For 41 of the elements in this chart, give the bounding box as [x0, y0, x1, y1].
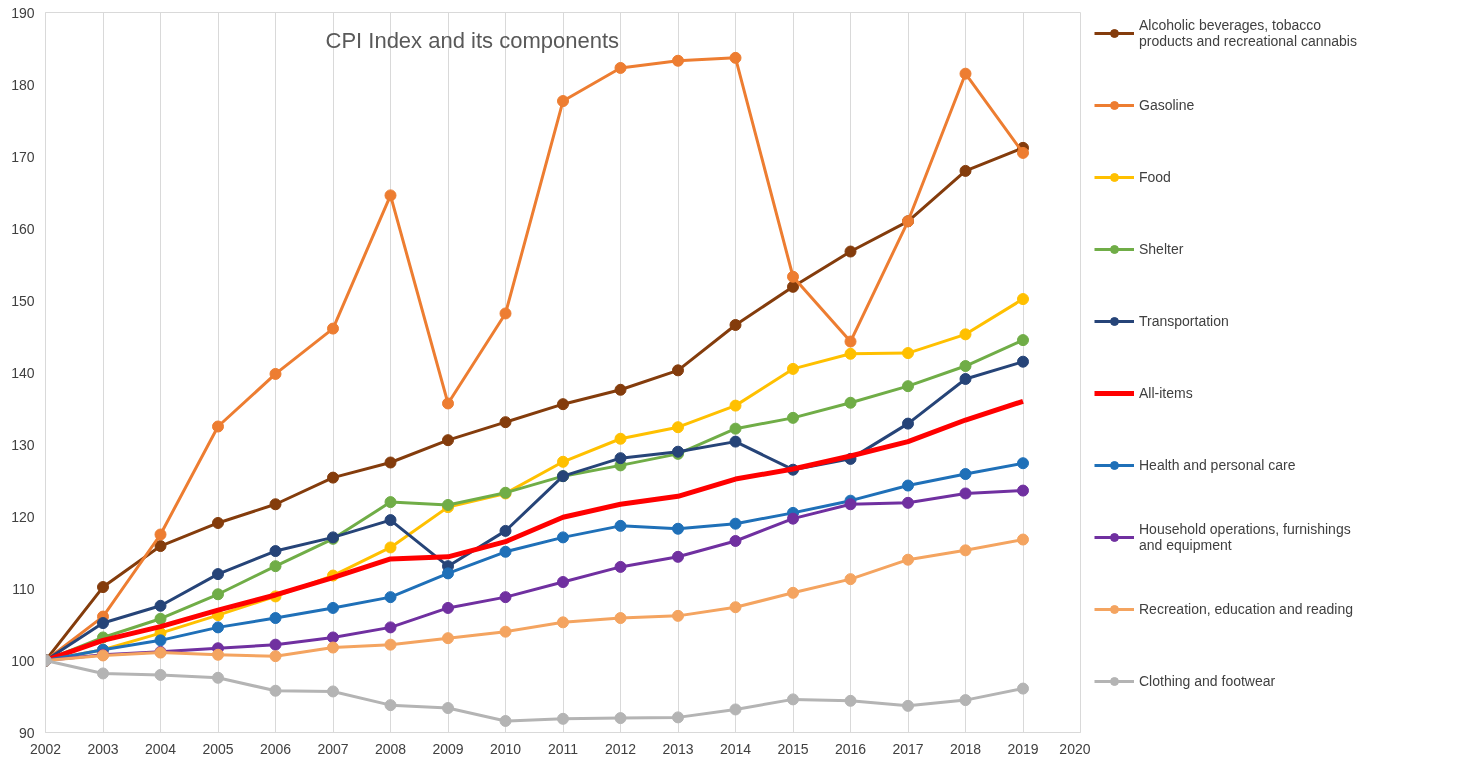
y-tick-label: 100 [11, 652, 35, 669]
legend-label: Clothing and footwear [1139, 672, 1276, 691]
x-tick-label: 2020 [1059, 740, 1091, 757]
x-tick-label: 2017 [892, 740, 924, 757]
x-tick-label: 2018 [949, 740, 982, 757]
x-tick-label: 2011 [547, 740, 579, 757]
legend-label: Transportation [1139, 312, 1229, 331]
legend-label: Household operations, furnishings and equipment [1139, 520, 1351, 554]
y-tick-label: 180 [11, 76, 35, 93]
x-tick-label: 2004 [144, 740, 177, 757]
x-tick-label: 2012 [604, 740, 637, 757]
legend-label: Health and personal care [1139, 456, 1296, 475]
y-tick-label: 190 [11, 4, 35, 21]
x-tick-label: 2009 [432, 740, 464, 757]
x-tick-label: 2002 [29, 740, 62, 757]
y-tick-label: 140 [11, 364, 35, 381]
x-tick-label: 2014 [719, 740, 752, 757]
legend-label: All-items [1139, 384, 1193, 403]
x-tick-label: 2019 [1007, 740, 1039, 757]
y-tick-label: 130 [11, 436, 35, 453]
y-tick-label: 160 [11, 220, 35, 237]
legend-label: Alcoholic beverages, tobacco products and recreational cannabis [1139, 16, 1357, 50]
x-tick-label: 2016 [834, 740, 867, 757]
y-tick-label: 120 [11, 508, 35, 525]
legend-label: Food [1139, 168, 1171, 187]
legend-label: Gasoline [1139, 96, 1195, 115]
x-tick-label: 2008 [374, 740, 407, 757]
x-tick-label: 2013 [662, 740, 694, 757]
x-tick-label: 2006 [259, 740, 292, 757]
legend-label: Shelter [1139, 240, 1184, 259]
y-tick-label: 90 [18, 724, 35, 741]
text: CPI Index and its components [325, 27, 619, 53]
x-tick-label: 2005 [202, 740, 234, 757]
legend-label: Recreation, education and reading [1139, 600, 1354, 619]
x-tick-label: 2010 [489, 740, 522, 757]
y-tick-label: 110 [12, 580, 35, 597]
y-tick-label: 150 [11, 292, 35, 309]
y-tick-label: 170 [11, 148, 35, 165]
x-tick-label: 2015 [777, 740, 809, 757]
x-tick-label: 2003 [87, 740, 119, 757]
x-tick-label: 2007 [317, 740, 349, 757]
